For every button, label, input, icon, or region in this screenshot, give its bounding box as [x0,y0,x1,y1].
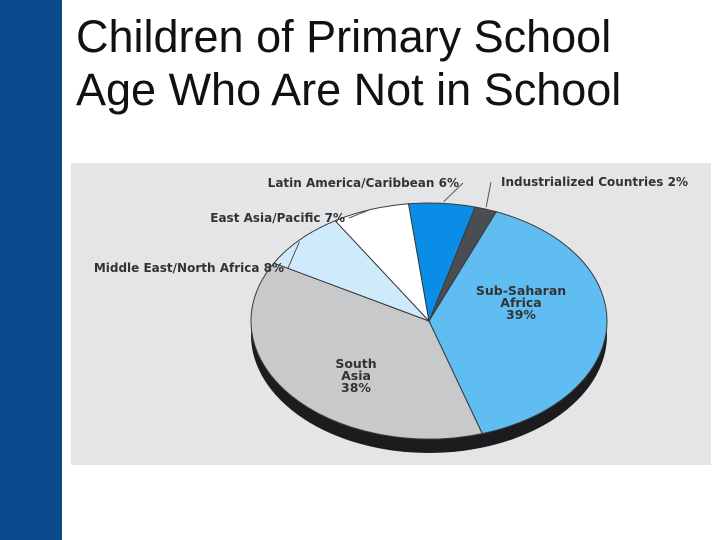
pie-slice-south-asia [250,262,483,440]
slide-side-bar [0,0,62,540]
pie-leader-lines [287,181,492,269]
pie-slices [250,202,608,440]
pie-labels: Industrialized Countries 2% Sub-Saharan Af… [94,175,688,395]
slide-title: Children of Primary School Age Who Are N… [76,10,706,116]
pie-slice-middle-east-north-africa [273,220,430,322]
slide-title-line-2: Age Who Are Not in School [76,64,622,115]
pie-label-south-asia: South Asia 38% [335,356,376,395]
slide-title-line-1: Children of Primary School [76,11,612,62]
pie-slice-latin-america-caribbean [407,202,476,323]
pie-chart-panel: Industrialized Countries 2% Sub-Saharan Af… [71,163,711,465]
pie-label-east-asia-pacific: East Asia/Pacific 7% [210,211,345,225]
pie-label-industrialized-countries: Industrialized Countries 2% [501,175,688,189]
pie-leader-latin-america-caribbean [443,182,464,203]
pie-leader-east-asia-pacific [348,209,369,219]
pie-chart: Industrialized Countries 2% Sub-Saharan Af… [94,175,688,453]
pie-leader-industrialized-countries [485,181,492,208]
pie-label-sub-saharan-africa: Sub-Saharan Africa 39% [476,283,566,322]
pie-leader-middle-east-north-africa [287,241,300,269]
pie-label-latin-america-caribbean: Latin America/Caribbean 6% [268,176,459,190]
pie-slice-sub-saharan-africa [428,211,608,435]
pie-label-middle-east-north-africa: Middle East/North Africa 8% [94,261,284,275]
